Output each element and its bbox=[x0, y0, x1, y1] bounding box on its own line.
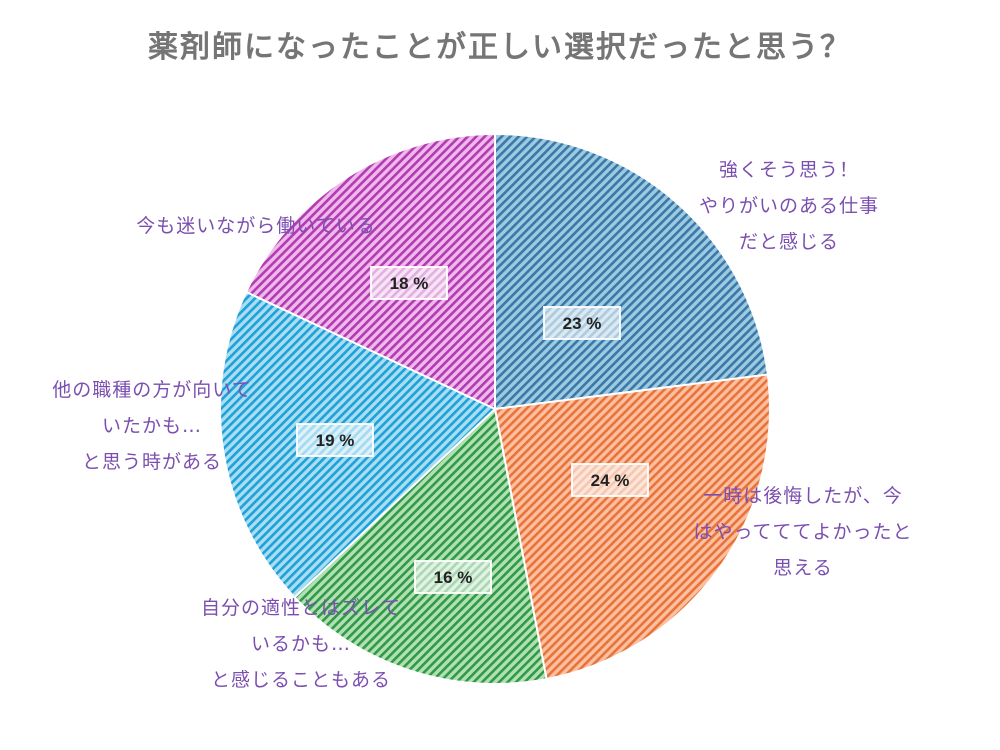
category-label: 強くそう思う！ やりがいのある仕事 だと感じる bbox=[678, 150, 900, 262]
value-label-box bbox=[414, 560, 492, 594]
value-label: 16 % bbox=[434, 568, 473, 587]
category-label: 他の職種の方が向いて いたかも… と思う時がある bbox=[30, 370, 274, 482]
category-label-line: と思う時がある bbox=[81, 451, 222, 473]
category-label-line: 強くそう思う！ bbox=[718, 159, 859, 181]
value-label-box bbox=[571, 463, 649, 497]
category-label-line: 自分の適性とはズレて bbox=[200, 597, 401, 619]
category-label-line: はやってててよかったと bbox=[693, 521, 913, 543]
pie-slice[interactable] bbox=[493, 373, 771, 681]
category-label-line: 今も迷いながら働いている bbox=[136, 215, 376, 237]
category-label-line: だと感じる bbox=[738, 231, 839, 253]
value-label: 24 % bbox=[591, 471, 630, 490]
category-label-line: 他の職種の方が向いて bbox=[52, 379, 252, 401]
category-label-line: 一時は後悔したが、今 bbox=[703, 485, 903, 507]
value-label-box bbox=[296, 423, 374, 457]
pie-slice[interactable] bbox=[293, 407, 548, 685]
category-label: 一時は後悔したが、今 はやってててよかったと 思える bbox=[682, 476, 924, 588]
value-label: 18 % bbox=[390, 274, 429, 293]
chart-title: 薬剤師になったことが正しい選択だったと思う？ bbox=[148, 30, 852, 65]
category-label-line: いたかも… bbox=[101, 415, 202, 437]
value-label: 23 % bbox=[563, 314, 602, 333]
value-label-box bbox=[543, 306, 621, 340]
value-labels: 23 % 24 % 16 % 19 % 18 % bbox=[296, 266, 649, 594]
value-label-box bbox=[370, 266, 448, 300]
pie-slice[interactable] bbox=[494, 132, 769, 411]
category-label: 今も迷いながら働いている bbox=[112, 206, 400, 246]
category-label-line: いるかも… bbox=[250, 633, 351, 655]
category-label: 自分の適性とはズレて いるかも… と感じることもある bbox=[180, 588, 422, 700]
value-label: 19 % bbox=[316, 431, 355, 450]
category-label-line: と感じることもある bbox=[210, 669, 391, 691]
category-label-line: 思える bbox=[773, 557, 833, 579]
category-label-line: やりがいのある仕事 bbox=[698, 195, 879, 217]
